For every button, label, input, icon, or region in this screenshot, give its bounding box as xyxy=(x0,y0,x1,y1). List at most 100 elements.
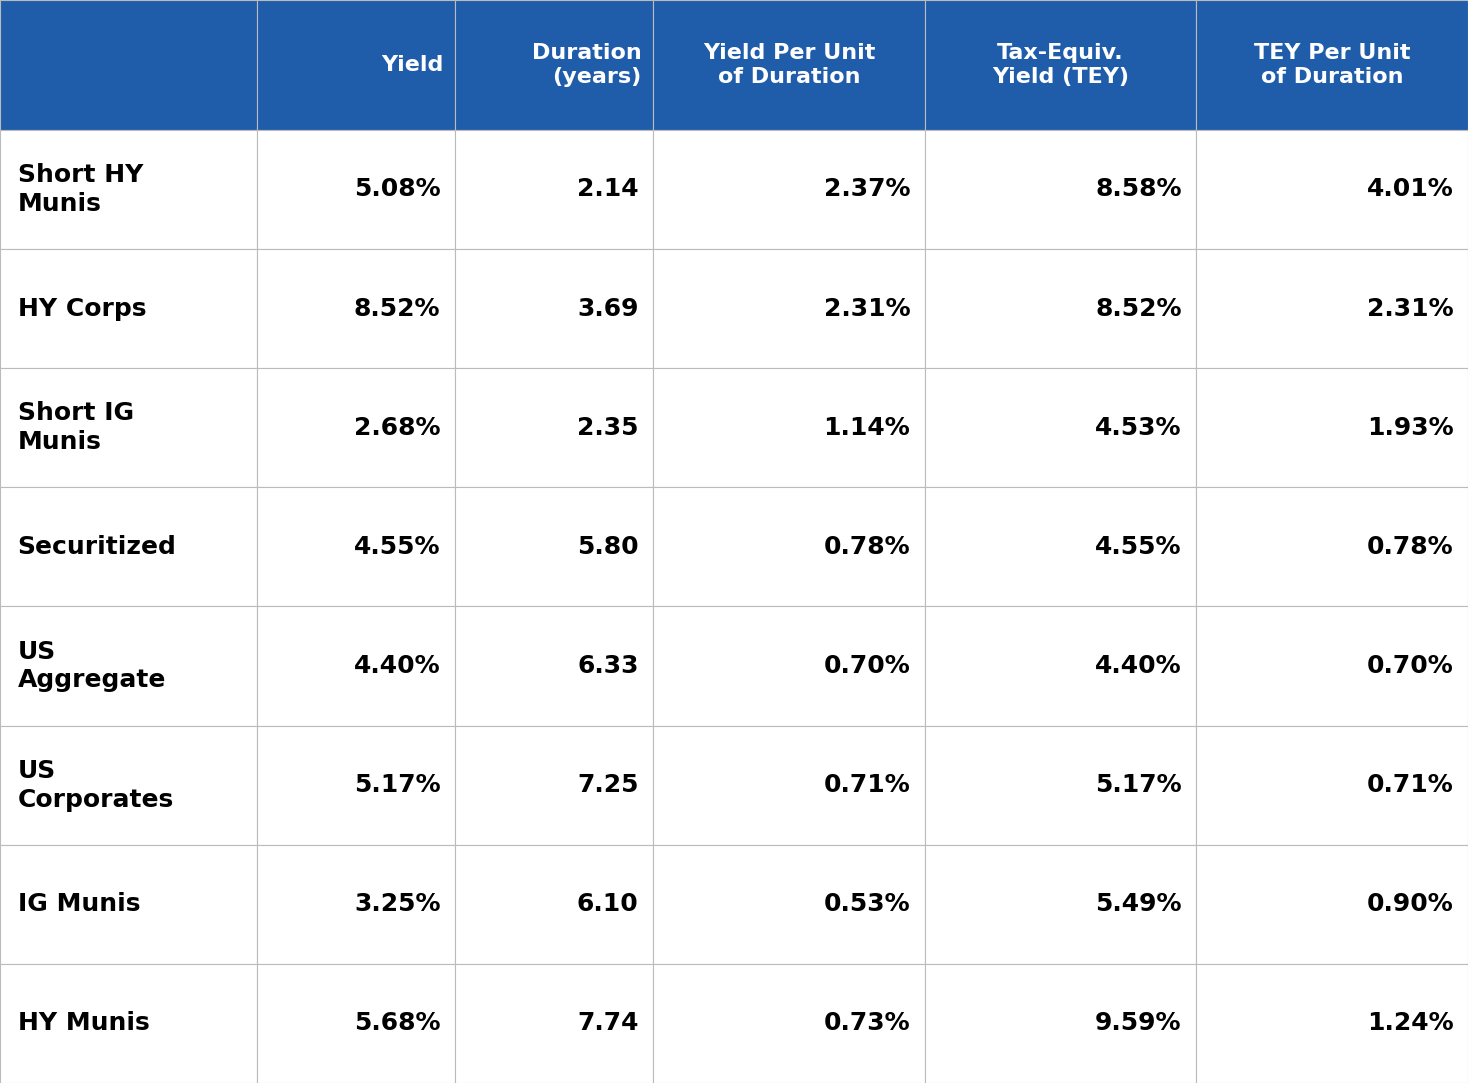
Bar xyxy=(653,0,925,130)
Text: 1.14%: 1.14% xyxy=(824,416,910,440)
Text: 0.70%: 0.70% xyxy=(824,654,910,678)
Text: Yield: Yield xyxy=(382,55,443,75)
Text: 0.53%: 0.53% xyxy=(824,892,910,916)
Bar xyxy=(257,726,455,845)
Bar xyxy=(1196,845,1468,964)
Bar xyxy=(0,368,257,487)
Bar xyxy=(0,726,257,845)
Bar xyxy=(653,845,925,964)
Bar xyxy=(257,368,455,487)
Bar xyxy=(0,0,257,130)
Text: 2.68%: 2.68% xyxy=(354,416,440,440)
Bar xyxy=(0,249,257,368)
Bar xyxy=(257,487,455,606)
Bar xyxy=(653,130,925,249)
Text: 9.59%: 9.59% xyxy=(1095,1012,1182,1035)
Text: 2.31%: 2.31% xyxy=(1367,297,1453,321)
Text: 7.25: 7.25 xyxy=(577,773,639,797)
Text: 2.31%: 2.31% xyxy=(824,297,910,321)
Bar xyxy=(1196,249,1468,368)
Text: 2.37%: 2.37% xyxy=(824,178,910,201)
Text: 0.78%: 0.78% xyxy=(1367,535,1453,559)
Bar xyxy=(257,0,455,130)
Bar xyxy=(925,249,1196,368)
Text: Tax-Equiv.
Yield (TEY): Tax-Equiv. Yield (TEY) xyxy=(992,43,1129,87)
Bar xyxy=(653,249,925,368)
Bar xyxy=(455,487,653,606)
Text: 8.52%: 8.52% xyxy=(1095,297,1182,321)
Bar xyxy=(1196,487,1468,606)
Text: 6.33: 6.33 xyxy=(577,654,639,678)
Bar xyxy=(257,606,455,726)
Bar xyxy=(455,130,653,249)
Text: 2.14: 2.14 xyxy=(577,178,639,201)
Bar xyxy=(925,845,1196,964)
Text: Short HY
Munis: Short HY Munis xyxy=(18,164,142,216)
Text: 8.58%: 8.58% xyxy=(1095,178,1182,201)
Text: 5.80: 5.80 xyxy=(577,535,639,559)
Text: 4.55%: 4.55% xyxy=(1095,535,1182,559)
Bar xyxy=(925,964,1196,1083)
Bar xyxy=(925,0,1196,130)
Text: 5.17%: 5.17% xyxy=(354,773,440,797)
Text: HY Corps: HY Corps xyxy=(18,297,147,321)
Text: 0.78%: 0.78% xyxy=(824,535,910,559)
Bar xyxy=(455,726,653,845)
Text: HY Munis: HY Munis xyxy=(18,1012,150,1035)
Bar xyxy=(925,606,1196,726)
Bar xyxy=(0,130,257,249)
Text: US
Aggregate: US Aggregate xyxy=(18,640,166,692)
Bar xyxy=(455,845,653,964)
Text: Duration
(years): Duration (years) xyxy=(531,43,642,87)
Text: Securitized: Securitized xyxy=(18,535,176,559)
Bar xyxy=(455,368,653,487)
Bar xyxy=(1196,726,1468,845)
Bar xyxy=(455,964,653,1083)
Text: 5.68%: 5.68% xyxy=(354,1012,440,1035)
Text: 3.25%: 3.25% xyxy=(354,892,440,916)
Text: 4.01%: 4.01% xyxy=(1367,178,1453,201)
Text: 0.73%: 0.73% xyxy=(824,1012,910,1035)
Bar xyxy=(455,249,653,368)
Text: Short IG
Munis: Short IG Munis xyxy=(18,402,134,454)
Text: 0.71%: 0.71% xyxy=(824,773,910,797)
Text: 1.93%: 1.93% xyxy=(1367,416,1453,440)
Bar xyxy=(257,964,455,1083)
Text: 4.53%: 4.53% xyxy=(1095,416,1182,440)
Bar xyxy=(925,368,1196,487)
Bar xyxy=(257,130,455,249)
Text: 4.55%: 4.55% xyxy=(354,535,440,559)
Bar xyxy=(653,726,925,845)
Text: 3.69: 3.69 xyxy=(577,297,639,321)
Bar xyxy=(0,487,257,606)
Bar xyxy=(257,249,455,368)
Bar xyxy=(257,845,455,964)
Bar xyxy=(1196,368,1468,487)
Bar xyxy=(0,964,257,1083)
Bar xyxy=(653,368,925,487)
Text: 5.17%: 5.17% xyxy=(1095,773,1182,797)
Text: 8.52%: 8.52% xyxy=(354,297,440,321)
Bar xyxy=(1196,964,1468,1083)
Bar xyxy=(455,606,653,726)
Bar xyxy=(653,487,925,606)
Text: 5.49%: 5.49% xyxy=(1095,892,1182,916)
Text: 4.40%: 4.40% xyxy=(1095,654,1182,678)
Text: Yield Per Unit
of Duration: Yield Per Unit of Duration xyxy=(703,43,875,87)
Bar xyxy=(653,964,925,1083)
Text: US
Corporates: US Corporates xyxy=(18,759,173,811)
Text: 0.90%: 0.90% xyxy=(1367,892,1453,916)
Text: 7.74: 7.74 xyxy=(577,1012,639,1035)
Text: TEY Per Unit
of Duration: TEY Per Unit of Duration xyxy=(1254,43,1411,87)
Bar xyxy=(1196,130,1468,249)
Text: 5.08%: 5.08% xyxy=(354,178,440,201)
Text: 1.24%: 1.24% xyxy=(1367,1012,1453,1035)
Text: 0.71%: 0.71% xyxy=(1367,773,1453,797)
Bar xyxy=(925,130,1196,249)
Text: 6.10: 6.10 xyxy=(577,892,639,916)
Text: 0.70%: 0.70% xyxy=(1367,654,1453,678)
Bar xyxy=(0,606,257,726)
Bar xyxy=(925,726,1196,845)
Text: IG Munis: IG Munis xyxy=(18,892,139,916)
Text: 2.35: 2.35 xyxy=(577,416,639,440)
